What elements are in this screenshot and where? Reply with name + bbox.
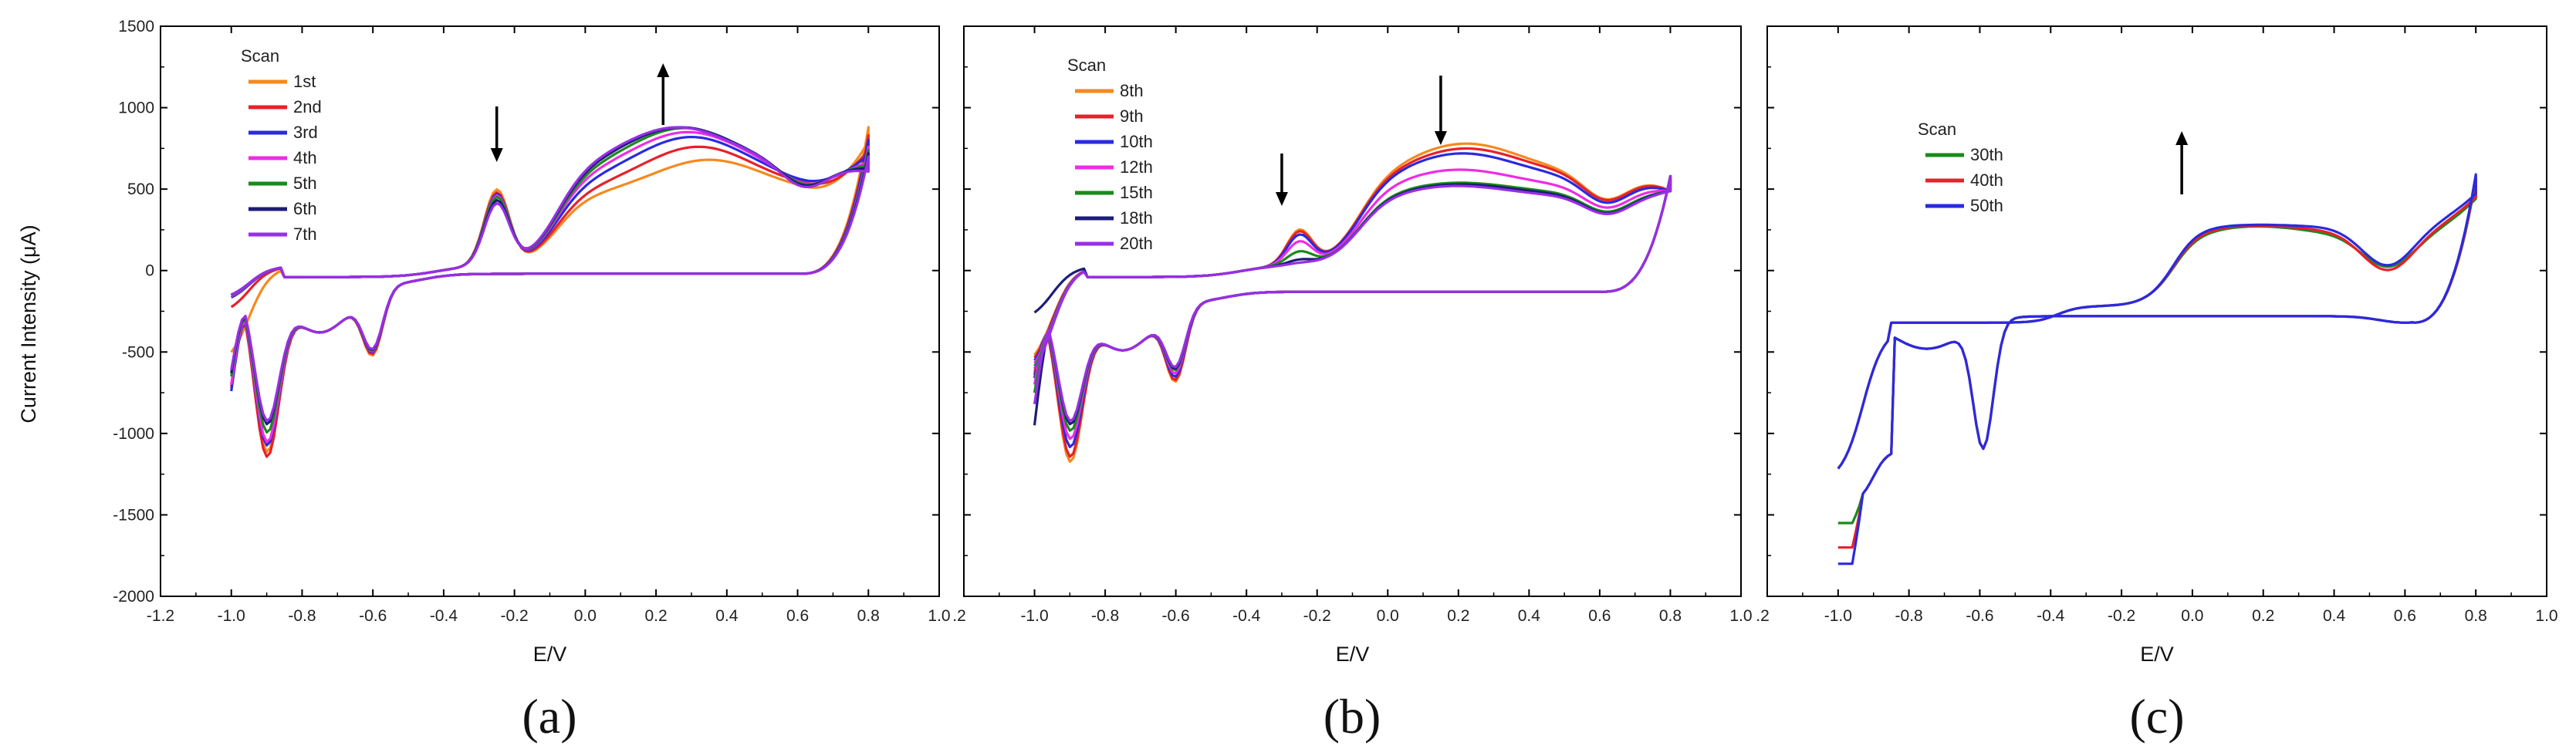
series-line-40th xyxy=(1837,176,2477,549)
x-tick-label: -0.6 xyxy=(1966,607,1993,625)
panel-3: .2 -1.0 -0.8 -0.6 -0.4 -0.2 0.0 0.2 0.4 0.6 0.8 1.0… xyxy=(1756,25,2558,744)
legend-label: 30th xyxy=(1970,145,2003,164)
arrow-down xyxy=(490,106,503,162)
series-group xyxy=(1033,142,1672,463)
arrow-down xyxy=(1275,154,1288,206)
x-tick-label: -1.2 xyxy=(147,607,174,625)
y-tick-label: -2000 xyxy=(113,588,154,606)
x-axis-label: E/V xyxy=(533,643,567,666)
series-line-5th xyxy=(230,127,870,434)
series-group xyxy=(230,126,870,458)
x-tick-label: -0.8 xyxy=(1895,607,1923,625)
x-tick-label: -0.2 xyxy=(501,607,529,625)
x-tick-label: 0.2 xyxy=(644,607,667,625)
x-tick-label: .2 xyxy=(952,607,966,625)
plot-frame xyxy=(160,25,940,597)
legend: Scan 8th 9th 10th 12th 15th 18th 20th xyxy=(1067,56,1153,253)
x-tick-label: 1.0 xyxy=(2535,607,2557,625)
x-tick-label: 0.0 xyxy=(574,607,597,625)
legend: Scan 1st 2nd 3rd 4th 5th 6th 7th xyxy=(241,46,322,244)
x-tick-label: 0.6 xyxy=(1588,607,1611,625)
x-tick-label: -0.4 xyxy=(2037,607,2065,625)
plot-frame xyxy=(1766,25,2547,597)
legend-label: 1st xyxy=(293,72,316,91)
series-line-30th xyxy=(1837,177,2477,525)
x-tick-label: -0.4 xyxy=(1232,607,1261,625)
panel-label: (b) xyxy=(1323,689,1381,744)
x-tick-label: -0.6 xyxy=(1162,607,1190,625)
arrow-up xyxy=(657,63,670,125)
arrow-up xyxy=(2175,131,2189,194)
y-tick-label: -1000 xyxy=(113,425,154,443)
x-tick-label: 0.8 xyxy=(857,607,880,625)
x-tick-label: -1.0 xyxy=(1020,607,1048,625)
series-line-2nd xyxy=(230,133,870,458)
plot-frame xyxy=(963,25,1742,597)
x-tick-label: 0.2 xyxy=(1447,607,1469,625)
y-tick-label: 1500 xyxy=(118,18,154,35)
legend-label: 50th xyxy=(1970,196,2003,215)
series-group xyxy=(1837,173,2477,565)
x-tick-label: -1.0 xyxy=(1824,607,1852,625)
x-tick-label: 0.4 xyxy=(2323,607,2346,625)
legend-label: 3rd xyxy=(293,123,318,142)
x-tick-label: 0.0 xyxy=(2181,607,2203,625)
y-tick-label: -1500 xyxy=(113,506,154,524)
x-tick-label: 0.6 xyxy=(786,607,809,625)
y-tick-label: 500 xyxy=(127,181,154,198)
y-tick-label: 0 xyxy=(145,262,154,280)
legend-label: 15th xyxy=(1120,183,1153,202)
legend-label: 2nd xyxy=(293,97,322,116)
x-tick-label: 0.8 xyxy=(2465,607,2487,625)
legend-label: 9th xyxy=(1120,106,1144,126)
x-tick-label: 0.8 xyxy=(1659,607,1682,625)
legend-label: 40th xyxy=(1970,170,2003,190)
series-line-1st xyxy=(230,126,870,454)
x-tick-label: 0.4 xyxy=(1518,607,1541,625)
x-tick-label: -0.2 xyxy=(1303,607,1331,625)
panel-label: (a) xyxy=(522,689,576,744)
y-tick-label: -500 xyxy=(122,343,154,361)
x-tick-label: -1.0 xyxy=(218,607,245,625)
legend-label: 20th xyxy=(1120,234,1153,253)
arrow-down xyxy=(1434,76,1447,145)
x-tick-label: -0.8 xyxy=(1091,607,1119,625)
series-line-50th xyxy=(1837,173,2477,565)
legend-title: Scan xyxy=(241,46,279,66)
x-tick-label: -0.8 xyxy=(288,607,316,625)
panel-label: (c) xyxy=(2129,689,2184,744)
legend-label: 10th xyxy=(1120,132,1153,151)
legend-label: 18th xyxy=(1120,208,1153,228)
x-tick-label: 1.0 xyxy=(928,607,950,625)
legend-label: 8th xyxy=(1120,81,1144,100)
legend-label: 4th xyxy=(293,148,317,167)
y-tick-label: 1000 xyxy=(118,100,154,117)
series-line-4th xyxy=(230,130,870,444)
panel-1: -1.2 -1.0 -0.8 -0.6 -0.4 -0.2 0.0 0.2 0.4 0.6 0.8 1… xyxy=(113,18,950,744)
x-tick-label: .2 xyxy=(1756,607,1770,625)
legend-title: Scan xyxy=(1918,120,1956,139)
series-line-7th xyxy=(230,126,870,423)
x-axis-label: E/V xyxy=(2140,643,2174,666)
x-tick-label: -0.4 xyxy=(430,607,458,625)
series-line-20th xyxy=(1033,174,1672,423)
legend-label: 6th xyxy=(293,199,317,218)
x-tick-label: 0.2 xyxy=(2252,607,2274,625)
panel-2: .2 -1.0 -0.8 -0.6 -0.4 -0.2 0.0 0.2 0.4 0.6 0.8 1.0… xyxy=(952,25,1753,744)
x-tick-label: -0.6 xyxy=(359,607,387,625)
legend-title: Scan xyxy=(1067,56,1106,75)
x-tick-label: 0.0 xyxy=(1377,607,1399,625)
legend-label: 12th xyxy=(1120,157,1153,177)
x-axis-label: E/V xyxy=(1336,643,1370,666)
y-axis-label: Current Intensity (μA) xyxy=(17,224,40,423)
legend-label: 7th xyxy=(293,224,317,244)
legend-label: 5th xyxy=(293,174,317,193)
x-tick-label: -0.2 xyxy=(2108,607,2135,625)
x-tick-label: 1.0 xyxy=(1729,607,1752,625)
x-tick-label: 0.6 xyxy=(2394,607,2416,625)
legend: Scan 30th 40th 50th xyxy=(1918,120,2003,215)
x-tick-label: 0.4 xyxy=(715,607,739,625)
series-line-3rd xyxy=(230,136,870,447)
